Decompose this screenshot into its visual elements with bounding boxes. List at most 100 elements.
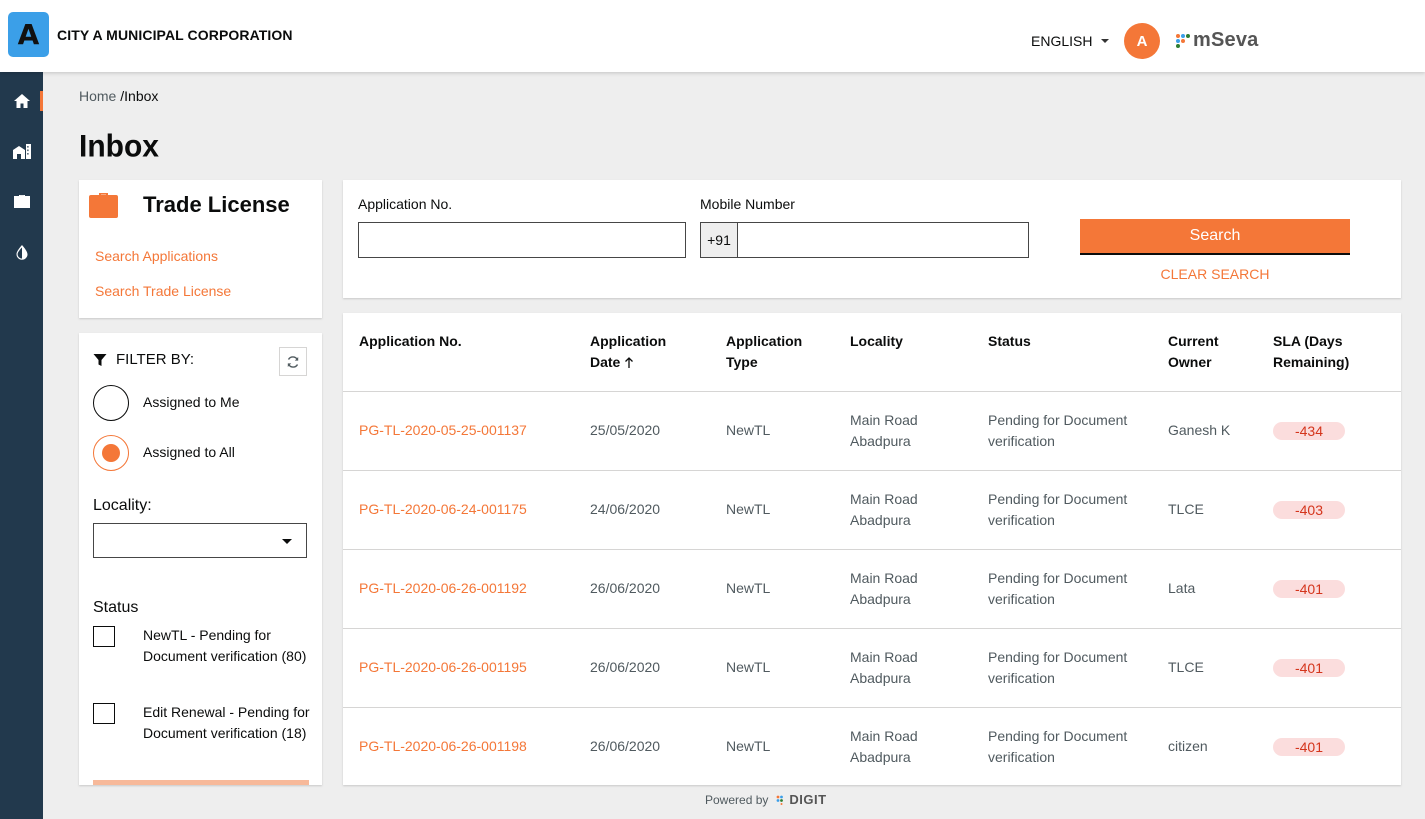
application-no-link[interactable]: PG-TL-2020-05-25-001137 (359, 422, 527, 438)
refresh-filter-button[interactable] (279, 347, 307, 376)
application-date: 24/06/2020 (590, 501, 661, 517)
language-dropdown[interactable]: ENGLISH (1031, 33, 1110, 49)
column-header-application-type-line1: Application (726, 333, 803, 349)
city-name: CITY A MUNICIPAL CORPORATION (57, 27, 293, 43)
sla-badge: -401 (1273, 659, 1345, 677)
application-date: 26/06/2020 (590, 738, 661, 754)
breadcrumb-home[interactable]: Home (79, 88, 117, 104)
column-header-status: Status (988, 333, 1031, 349)
status-checkbox-edit-renewal[interactable] (93, 703, 115, 724)
column-header-application-date[interactable]: Application Date (590, 331, 666, 373)
column-header-sla-line2: Remaining) (1273, 354, 1350, 370)
module-card: Trade License Search Applications Search… (79, 180, 322, 318)
search-applications-link[interactable]: Search Applications (95, 248, 218, 264)
filter-heading: FILTER BY: (93, 351, 194, 368)
locality-line2: Abadpura (850, 749, 911, 765)
status-line1: Pending for Document (988, 728, 1128, 744)
status-line2: verification (988, 670, 1055, 686)
sidebar-item-trade-license[interactable] (0, 186, 43, 216)
locality: Main Road Abadpura (850, 647, 918, 689)
top-header: A CITY A MUNICIPAL CORPORATION ENGLISH A… (0, 0, 1425, 72)
sidebar-item-water[interactable] (0, 237, 43, 267)
status: Pending for Document verification (988, 726, 1127, 768)
digit-logo: DIGIT (776, 792, 826, 807)
column-header-application-type-line2: Type (726, 354, 758, 370)
status-line2: verification (988, 591, 1055, 607)
clear-search-button[interactable]: CLEAR SEARCH (1160, 266, 1270, 282)
application-type: NewTL (726, 738, 771, 754)
sla-badge: -434 (1273, 422, 1345, 440)
sla-badge: -401 (1273, 738, 1345, 756)
search-trade-license-link[interactable]: Search Trade License (95, 283, 232, 299)
application-no-label: Application No. (358, 196, 453, 212)
briefcase-icon (13, 194, 30, 208)
breadcrumb-current: Inbox (124, 88, 159, 104)
sla-badge: -401 (1273, 580, 1345, 598)
status-line2: verification (988, 433, 1055, 449)
application-no-link[interactable]: PG-TL-2020-06-26-001192 (359, 580, 527, 596)
status: Pending for Document verification (988, 410, 1127, 452)
filter-icon (93, 353, 107, 366)
status: Pending for Document verification (988, 568, 1127, 610)
status: Pending for Document verification (988, 647, 1127, 689)
sidebar-item-city[interactable] (0, 136, 43, 166)
status-label: Status (93, 599, 139, 616)
mseva-logo: mSeva (1176, 29, 1259, 52)
user-avatar[interactable]: A (1124, 23, 1160, 59)
locality: Main Road Abadpura (850, 489, 918, 531)
status-checkbox-newtl[interactable] (93, 626, 115, 647)
locality-line1: Main Road (850, 728, 918, 744)
digit-dots-icon (776, 795, 784, 805)
application-no-link[interactable]: PG-TL-2020-06-26-001198 (359, 738, 527, 754)
locality-line1: Main Road (850, 491, 918, 507)
application-date: 26/06/2020 (590, 580, 661, 596)
sort-ascending-icon (625, 357, 634, 369)
column-header-application-no: Application No. (359, 333, 462, 349)
breadcrumb: Home /Inbox (79, 88, 158, 104)
application-date: 26/06/2020 (590, 659, 661, 675)
locality-line1: Main Road (850, 412, 918, 428)
city-building-icon (12, 143, 31, 159)
table-row: PG-TL-2020-06-26-001198 26/06/2020 NewTL… (343, 707, 1401, 785)
current-owner: Ganesh K (1168, 422, 1231, 438)
application-no-input[interactable] (358, 222, 686, 258)
locality-line2: Abadpura (850, 433, 911, 449)
status-line1: Pending for Document (988, 649, 1128, 665)
locality: Main Road Abadpura (850, 726, 918, 768)
sidebar (0, 72, 43, 819)
column-header-current-owner: Current Owner (1168, 331, 1219, 373)
caret-down-icon (282, 539, 292, 544)
application-no-link[interactable]: PG-TL-2020-06-24-001175 (359, 501, 527, 517)
page-title: Inbox (79, 129, 159, 164)
status-label-newtl: NewTL - Pending for Document verificatio… (143, 627, 307, 664)
status-line1: Pending for Document (988, 570, 1128, 586)
search-button[interactable]: Search (1080, 219, 1350, 255)
assigned-to-all-radio[interactable] (93, 435, 129, 471)
current-owner: Lata (1168, 580, 1196, 596)
applications-table: Application No. Application Date Applica… (343, 313, 1401, 785)
country-code-prefix: +91 (700, 222, 738, 258)
assigned-to-all-label: Assigned to All (143, 444, 235, 460)
apply-filter-button[interactable] (93, 780, 309, 785)
column-header-current-owner-line1: Current (1168, 333, 1219, 349)
assigned-to-me-radio[interactable] (93, 385, 129, 421)
status-label-edit-renewal: Edit Renewal - Pending for Document veri… (143, 704, 310, 741)
column-header-sla: SLA (Days Remaining) (1273, 331, 1349, 373)
application-date: 25/05/2020 (590, 422, 661, 438)
mobile-number-label: Mobile Number (700, 196, 795, 212)
mseva-wordmark: mSeva (1193, 29, 1259, 51)
sla-badge: -403 (1273, 501, 1345, 519)
column-header-sla-line1: SLA (Days (1273, 333, 1343, 349)
status-line2: verification (988, 749, 1055, 765)
application-no-link[interactable]: PG-TL-2020-06-26-001195 (359, 659, 527, 675)
status-line1: Pending for Document (988, 412, 1128, 428)
city-logo-letter: A (17, 18, 40, 51)
locality-select[interactable] (93, 523, 307, 558)
table-row: PG-TL-2020-06-26-001195 26/06/2020 NewTL… (343, 628, 1401, 707)
sidebar-item-home[interactable] (0, 86, 43, 116)
footer: Powered by DIGIT (705, 792, 827, 807)
city-logo[interactable]: A (8, 12, 49, 57)
column-header-locality: Locality (850, 333, 903, 349)
mobile-number-input[interactable] (737, 222, 1029, 258)
application-type: NewTL (726, 580, 771, 596)
